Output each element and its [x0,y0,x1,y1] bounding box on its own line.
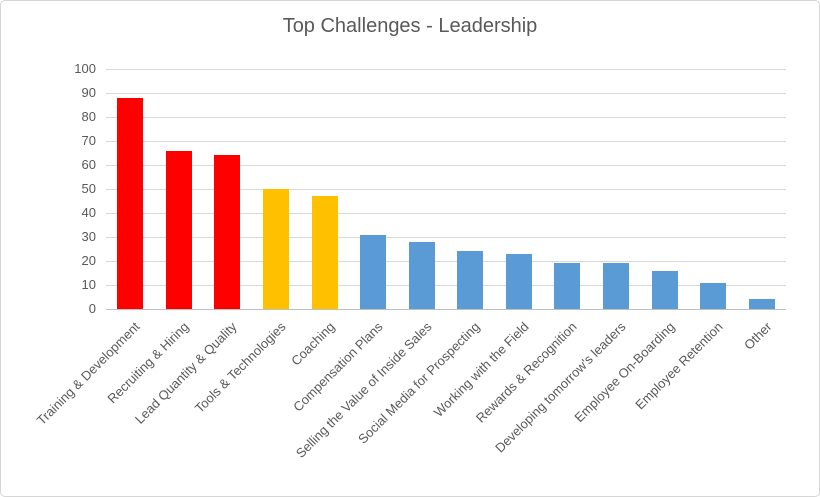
bar [263,189,289,309]
bar [457,251,484,309]
y-tick-label: 0 [88,301,96,316]
y-tick-label: 100 [74,61,96,76]
gridline [106,165,786,166]
plot-area: 0 10 20 30 40 50 60 70 80 90 100 Training & Develop… [34,61,786,461]
bar [700,282,727,309]
chart-title: Top Challenges - Leadership [282,15,538,37]
bar [214,155,241,309]
bar [117,97,144,309]
bar [408,241,435,309]
y-tick-label: 30 [81,229,96,244]
gridline [106,141,786,142]
bar [165,150,192,309]
y-tick-label: 60 [81,157,96,172]
y-tick-label: 70 [81,133,96,148]
bar [554,263,581,309]
gridline [106,69,786,70]
y-tick-label: 10 [81,277,96,292]
gridline [106,261,786,262]
y-tick-label: 80 [81,109,96,124]
bar [651,270,678,309]
gridline [106,237,786,238]
bar [311,196,338,309]
x-axis-label: Training & Development [34,319,143,428]
gridline [106,213,786,214]
gridline [106,93,786,94]
y-tick-label: 90 [81,85,96,100]
y-tick-label: 40 [81,205,96,220]
bar [603,263,629,309]
bar [505,253,532,309]
bar [748,299,775,309]
gridline [106,189,786,190]
bar [360,234,387,309]
x-axis-line [106,309,786,310]
gridline [106,117,786,118]
y-tick-label: 20 [81,253,96,268]
y-tick-label: 50 [81,181,96,196]
gridline [106,285,786,286]
